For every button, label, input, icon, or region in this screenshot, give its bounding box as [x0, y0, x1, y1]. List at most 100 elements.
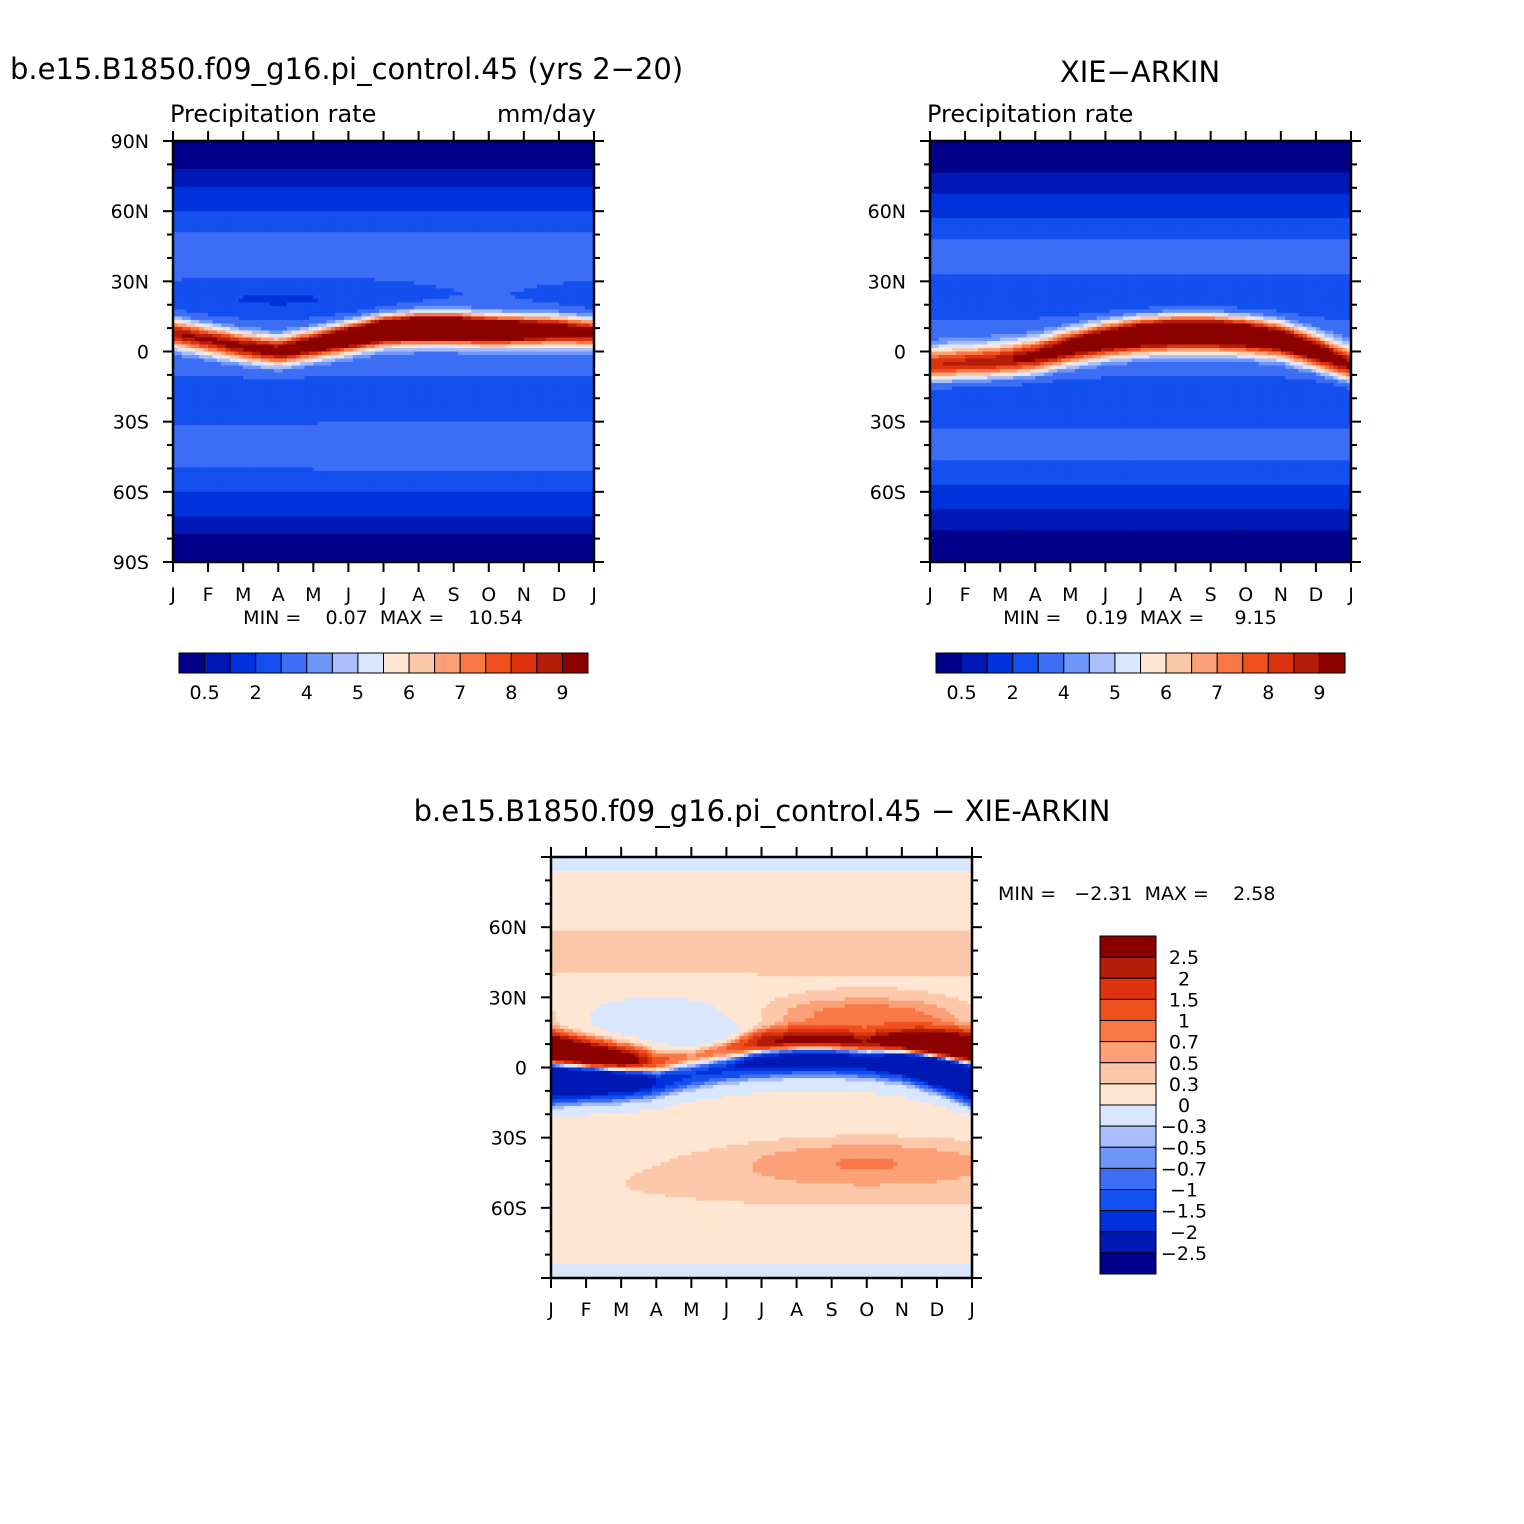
model-cell [414, 267, 420, 272]
model-cell [532, 162, 538, 167]
model-cell [352, 302, 358, 307]
model-cell [484, 204, 490, 209]
model-cell [396, 148, 402, 153]
model-cell [409, 319, 415, 325]
model-cell [251, 281, 257, 286]
model-cell [365, 305, 371, 310]
model-cell [532, 235, 538, 240]
model-cell [493, 200, 499, 205]
model-cell [344, 165, 350, 170]
model-cell [550, 193, 556, 198]
model-cell [440, 169, 446, 174]
model-cell [383, 158, 389, 163]
model-cell [484, 144, 490, 149]
model-cell [190, 144, 196, 149]
model-cell [585, 291, 591, 296]
model-cell [427, 274, 433, 279]
model-cell [300, 267, 306, 272]
model-cell [181, 186, 187, 191]
model-cell [427, 214, 433, 219]
model-cell [273, 270, 279, 275]
model-cell [260, 204, 266, 209]
model-cell [414, 228, 420, 233]
model-cell [405, 218, 411, 223]
model-cell [344, 162, 350, 167]
model-cell [471, 200, 477, 205]
model-cell [497, 218, 503, 223]
model-cell [462, 249, 468, 254]
model-cell [545, 144, 551, 149]
model-cell [392, 235, 398, 240]
model-cell [444, 155, 450, 160]
model-cell [585, 221, 591, 226]
model-cell [396, 165, 402, 170]
model-cell [269, 190, 275, 195]
model-cell [379, 144, 385, 149]
model-cell [361, 312, 367, 318]
model-cell [528, 193, 534, 198]
model-cell [361, 263, 367, 268]
model-cell [243, 281, 249, 286]
model-cell [326, 253, 332, 258]
model-cell [190, 267, 196, 272]
model-cell [449, 228, 455, 233]
model-cell [580, 305, 586, 310]
model-cell [431, 172, 437, 177]
model-cell [203, 242, 209, 247]
model-cell [326, 183, 332, 188]
model-cell [304, 260, 310, 265]
model-cell [409, 246, 415, 251]
model-cell [484, 162, 490, 167]
model-cell [308, 179, 314, 184]
model-cell [405, 141, 411, 146]
model-cell [251, 169, 257, 174]
model-cell [365, 288, 371, 293]
model-cell [357, 256, 363, 261]
model-cell [475, 242, 481, 247]
model-cell [519, 305, 525, 310]
model-cell [208, 312, 214, 318]
model-cell [453, 165, 459, 170]
model-cell [269, 249, 275, 254]
model-cell [409, 172, 415, 177]
model-cell [519, 274, 525, 279]
model-cell [506, 148, 512, 153]
model-cell [510, 193, 516, 198]
model-cell [190, 319, 196, 325]
model-cell [374, 309, 380, 314]
model-cell [295, 246, 301, 251]
model-cell [260, 158, 266, 163]
model-cell [344, 197, 350, 202]
model-cell [387, 228, 393, 233]
model-cell [471, 228, 477, 233]
model-cell [247, 218, 253, 223]
model-cell [177, 207, 183, 212]
model-cell [567, 302, 573, 307]
model-cell [256, 207, 262, 212]
model-cell [444, 316, 450, 321]
model-cell [216, 179, 222, 184]
model-cell [344, 291, 350, 296]
model-cell [348, 204, 354, 209]
model-cell [528, 305, 534, 310]
model-cell [247, 155, 253, 160]
model-cell [401, 256, 407, 261]
model-cell [181, 253, 187, 258]
model-cell [344, 144, 350, 149]
model-cell [475, 291, 481, 296]
model-cell [212, 316, 218, 321]
model-cell [308, 165, 314, 170]
model-cell [488, 214, 494, 219]
model-cell [493, 190, 499, 195]
model-cell [352, 204, 358, 209]
model-cell [554, 312, 560, 318]
model-cell [396, 284, 402, 289]
model-cell [194, 162, 200, 167]
model-cell [418, 274, 424, 279]
model-cell [589, 291, 594, 296]
model-cell [515, 312, 521, 318]
model-cell [361, 309, 367, 314]
model-cell [554, 277, 560, 282]
model-cell [194, 207, 200, 212]
model-cell [265, 165, 271, 170]
